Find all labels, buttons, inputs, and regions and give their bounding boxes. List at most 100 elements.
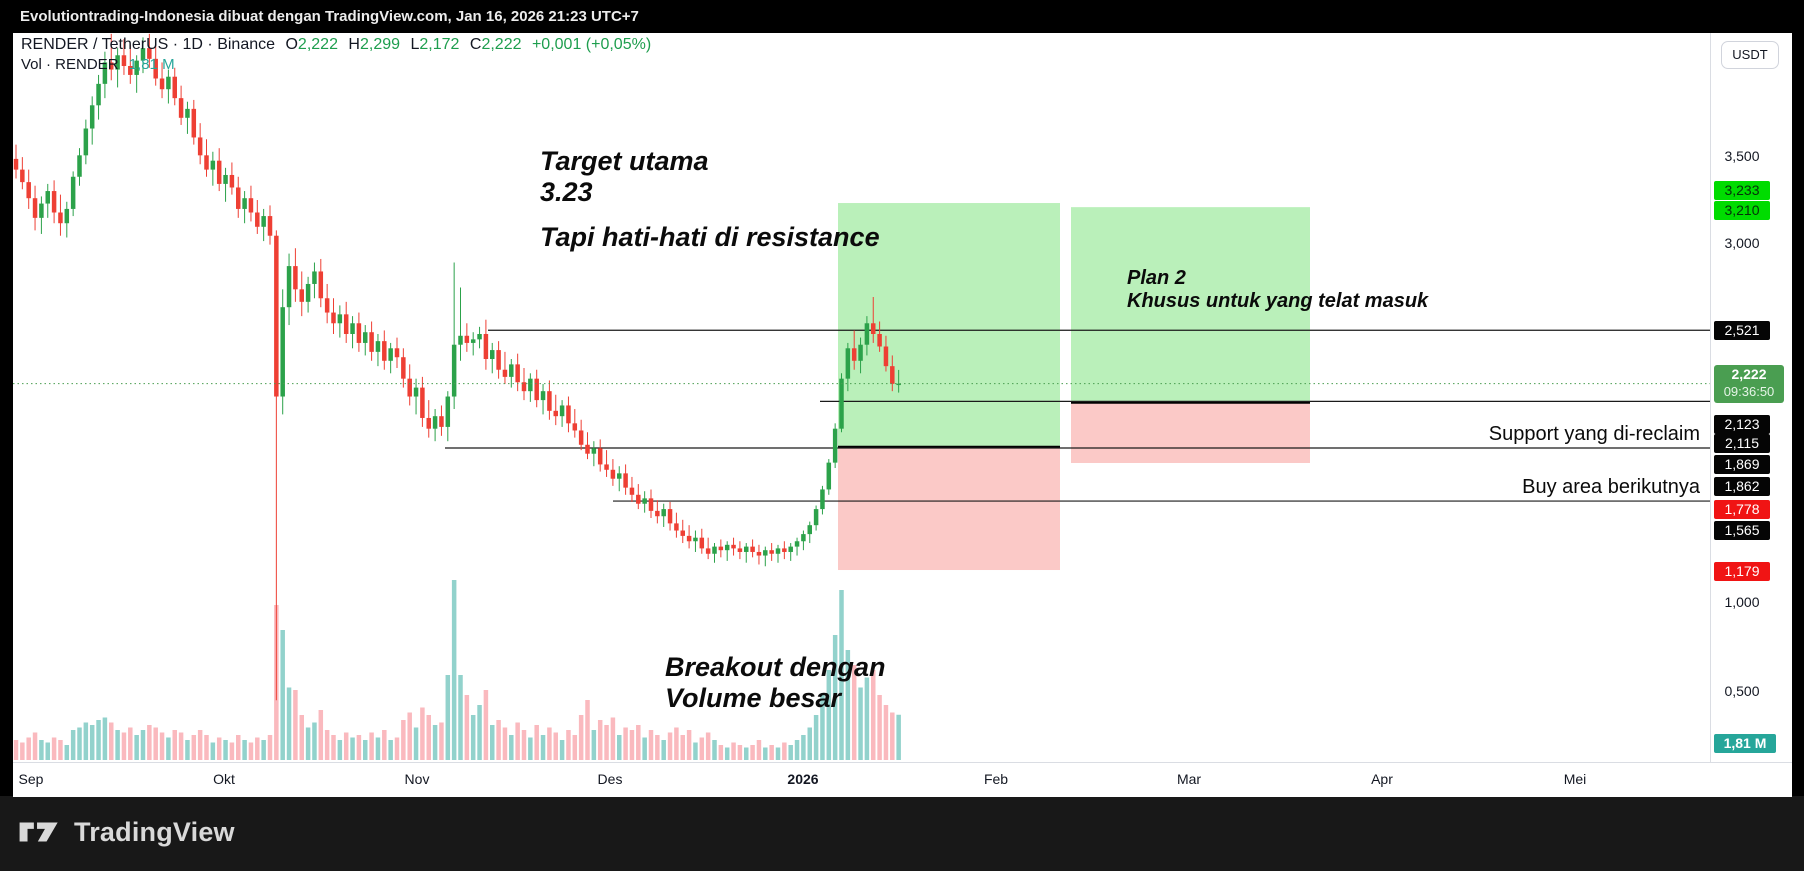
currency-toggle-button[interactable]: USDT — [1721, 41, 1779, 69]
volume-bar — [77, 727, 82, 760]
volume-bar — [134, 735, 139, 760]
candle-body — [642, 498, 647, 504]
close-value: 2,222 — [481, 36, 522, 53]
volume-bar — [331, 735, 336, 760]
tradingview-logo[interactable]: TradingView — [18, 816, 235, 848]
volume-bar — [375, 737, 381, 760]
price-chart-canvas[interactable] — [13, 33, 1710, 762]
volume-bar — [496, 720, 501, 760]
candle-body — [737, 548, 743, 552]
candle-body — [477, 333, 482, 340]
time-label-Mei: Mei — [1563, 771, 1587, 787]
volume-bar — [826, 670, 832, 760]
volume-bar — [896, 714, 901, 760]
candle-body — [845, 348, 851, 379]
candle-body — [591, 448, 597, 454]
volume-bar — [172, 730, 177, 760]
volume-bar — [693, 742, 698, 760]
volume-bar — [51, 737, 57, 760]
price-axis[interactable]: USDT 3,500 3,233 3,210 3,000 2,521 2,222 09:36… — [1710, 33, 1792, 762]
candle-body — [96, 83, 101, 106]
volume-bar — [39, 740, 44, 760]
volume-bar — [388, 740, 393, 760]
volume-bar — [255, 737, 260, 760]
candle-body — [369, 332, 374, 352]
candle-body — [286, 266, 292, 308]
volume-bar — [788, 745, 793, 760]
volume-bar — [13, 740, 19, 760]
symbol-title[interactable]: RENDER / TetherUS · 1D · Binance — [21, 36, 276, 53]
volume-bar — [109, 722, 114, 760]
volume-bar — [686, 730, 692, 760]
candle-body — [382, 341, 387, 361]
candle-body — [864, 323, 870, 345]
volume-bar — [324, 730, 330, 760]
candle-body — [426, 417, 431, 429]
candle-body — [248, 198, 254, 213]
price-label-1869: 1,869 — [1714, 455, 1770, 474]
time-label-Okt: Okt — [213, 771, 235, 787]
candle-body — [420, 387, 425, 418]
price-label-1862: 1,862 — [1714, 477, 1770, 496]
candle-body — [661, 509, 666, 517]
candle-body — [585, 444, 590, 454]
candle-body — [617, 473, 622, 479]
price-label-1000: 1,000 — [1724, 594, 1760, 610]
candle-body — [756, 551, 762, 556]
candle-body — [813, 509, 819, 526]
volume-bar — [521, 730, 527, 760]
volume-bar — [204, 735, 209, 760]
time-label-Sep: Sep — [18, 771, 44, 787]
candles — [13, 33, 901, 701]
long-position-box-1[interactable] — [838, 203, 1060, 571]
plan2-annotation[interactable]: Plan 2 Khusus untuk yang telat masuk — [1127, 267, 1429, 312]
volume-bar — [540, 735, 546, 760]
volume-bar — [140, 730, 146, 760]
support-reclaim-annotation[interactable]: Support yang di-reclaim — [1488, 423, 1700, 445]
target-annotation[interactable]: Target utama 3.23 — [540, 146, 709, 207]
volume-value: 1,81 M — [128, 56, 175, 73]
volume-bar — [572, 735, 578, 760]
volume-bar — [509, 735, 514, 760]
volume-bar — [585, 700, 590, 760]
candlestick-chart[interactable] — [13, 33, 1710, 762]
candle-body — [407, 378, 412, 397]
volume-bar — [623, 727, 628, 760]
volume-bar — [197, 730, 203, 760]
volume-bar — [534, 725, 539, 760]
candle-body — [832, 428, 838, 463]
volume-bar — [629, 730, 635, 760]
volume-bar — [121, 732, 127, 760]
candle-body — [343, 314, 349, 334]
volume-bar — [242, 740, 247, 760]
time-axis[interactable]: Sep Okt Nov Des 2026 Feb Mar Apr Mei — [13, 762, 1792, 797]
volume-bar — [147, 725, 152, 760]
buy-area-annotation[interactable]: Buy area berikutnya — [1522, 476, 1700, 498]
candle-body — [324, 298, 330, 313]
candle-body — [70, 176, 76, 209]
volume-bar — [166, 737, 171, 760]
volume-bar — [794, 740, 800, 760]
volume-bar — [750, 745, 755, 760]
candle-body — [305, 283, 311, 302]
breakout-annotation[interactable]: Breakout dengan Volume besar — [665, 652, 886, 713]
volume-bar — [775, 747, 781, 760]
close-label: C — [469, 36, 482, 53]
volume-bar — [439, 722, 444, 760]
candle-body — [782, 548, 787, 552]
volume-bar — [312, 722, 317, 760]
volume-bar — [528, 737, 533, 760]
candle-body — [610, 469, 616, 479]
volume-study-title[interactable]: Vol · RENDER — [21, 56, 119, 73]
candle-body — [470, 339, 476, 343]
volume-bar — [458, 675, 463, 760]
candle-body — [216, 160, 222, 184]
resistance-annotation[interactable]: Tapi hati-hati di resistance — [540, 222, 880, 252]
candle-body — [712, 546, 717, 554]
volume-bar — [20, 742, 25, 760]
footer-bar: TradingView — [0, 796, 1804, 871]
candle-body — [439, 416, 444, 427]
candle-body — [655, 510, 660, 517]
candle-body — [178, 98, 184, 118]
long-position-box-2[interactable] — [1071, 207, 1310, 463]
